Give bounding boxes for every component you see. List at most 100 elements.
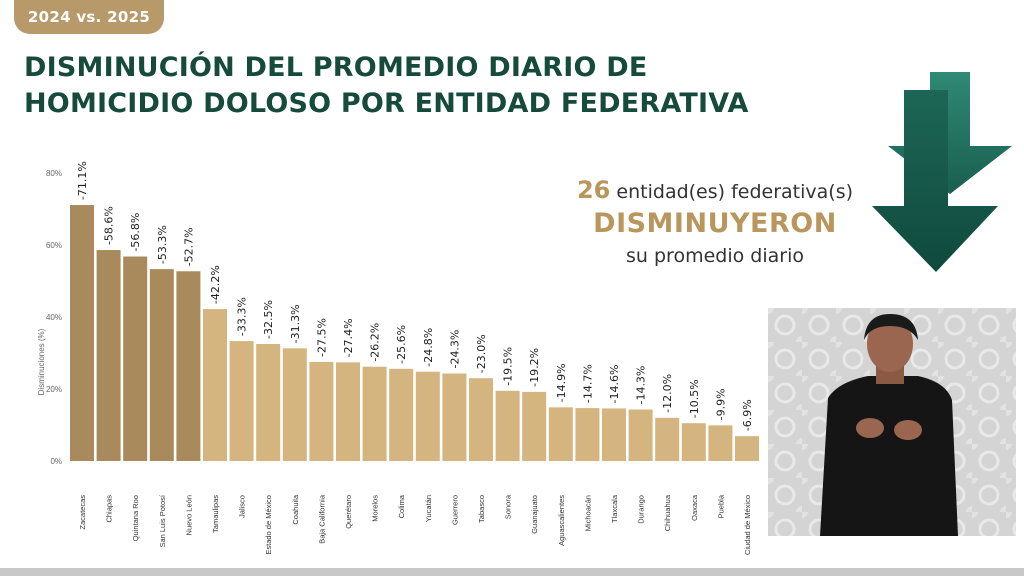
category-label: Tlaxcala [610,494,619,523]
value-labels: -71.1% -58.6% -56.8% -53.3% -52.7% -42.2% -33.… [76,161,754,431]
bar [282,348,307,461]
sign-language-interpreter-video [768,308,1016,536]
value-label: -14.3% [635,366,648,405]
category-label: Colima [397,494,406,518]
category-label: Baja California [317,494,326,544]
bar [256,344,281,461]
bar [495,390,520,461]
bar [548,407,573,461]
title-line-2: HOMICIDIO DOLOSO POR ENTIDAD FEDERATIVA [24,88,749,119]
summary-line-1: 26 entidad(es) federativa(s) [540,176,890,204]
bar [522,391,547,461]
y-tick-label: 20% [46,385,62,394]
value-label: -23.0% [475,334,488,373]
value-label: -27.4% [342,318,355,357]
bar [229,341,254,461]
value-label: -6.9% [741,399,754,431]
category-label: Durango [637,495,646,524]
value-label: -10.5% [688,379,701,418]
category-label: Guerrero [450,495,459,525]
category-label: Chiapas [105,495,114,523]
value-label: -26.2% [369,323,382,362]
bar [602,408,626,461]
value-label: -12.0% [661,374,674,413]
value-label: -19.5% [502,347,515,386]
category-label: Chihuahua [663,494,672,531]
bar [655,417,680,461]
value-label: -9.9% [714,388,727,420]
summary-count: 26 [576,176,611,204]
category-label: Tamaulipas [211,495,220,533]
category-label: Estado de México [264,495,273,555]
bar [735,436,759,461]
category-label: Yucatán [424,495,433,522]
category-label: Puebla [716,494,725,518]
summary-decreased-text: DISMINUYERON [593,208,837,239]
bar [442,373,467,461]
category-label: Ciudad de México [743,495,752,555]
down-arrows-icon [872,72,1012,272]
category-label: Jalisco [238,495,247,518]
value-label: -52.7% [182,227,195,266]
category-label: Zacatecas [78,495,87,530]
category-label: Sonora [504,494,513,519]
y-tick-label: 80% [46,169,62,178]
bottom-bar [0,568,1024,576]
title-line-1: DISMINUCIÓN DEL PROMEDIO DIARIO DE [24,52,648,83]
y-tick-label: 60% [46,241,62,250]
category-label: Aguascalientes [557,495,566,546]
bar [336,362,360,461]
y-axis-ticks: 0% 20% 40% 60% 80% [46,169,62,466]
value-label: -71.1% [76,161,89,200]
y-axis-label: Disminuciones (%) [37,328,46,395]
category-label: Coahuila [291,494,300,524]
summary-panel: 26 entidad(es) federativa(s) DISMINUYERO… [540,176,890,267]
y-tick-label: 0% [50,457,62,466]
bar [362,366,387,461]
value-label: -58.6% [103,206,116,245]
value-label: -33.3% [236,297,249,336]
bar [176,271,201,461]
value-label: -31.3% [289,304,302,343]
interpreter-image [768,308,1016,536]
y-tick-label: 40% [46,313,62,322]
category-label: Quintana Roo [131,495,140,541]
bar [415,371,440,461]
category-label: Tabasco [477,495,486,523]
bar-chart: Disminuciones (%) 0%20%40%60%80% -71.1%-… [37,161,759,555]
bar [70,205,94,461]
value-label: -14.6% [608,365,621,404]
bar [575,408,600,461]
value-label: -27.5% [315,318,328,357]
bar [469,378,493,461]
value-label: -24.8% [422,328,435,367]
category-label: Nuevo León [184,495,193,535]
value-label: -42.2% [209,265,222,304]
category-label: Michoacán [583,495,592,531]
bar [628,409,653,461]
bar [123,256,148,461]
value-label: -19.2% [528,348,541,387]
arrow-front [872,90,998,272]
summary-entities-text: entidad(es) federativa(s) [616,181,854,203]
value-label: -56.8% [129,213,142,252]
bar [708,425,733,461]
category-label: Querétaro [344,495,353,529]
category-label: Oaxaca [690,494,699,521]
value-label: -24.3% [448,330,461,369]
value-label: -25.6% [395,325,408,364]
summary-daily-average-text: su promedio diario [626,245,804,267]
bar [681,423,706,461]
bar [149,269,174,461]
page-title: DISMINUCIÓN DEL PROMEDIO DIARIO DE HOMIC… [24,50,749,122]
bars [70,205,759,461]
bar [203,309,227,461]
value-label: -14.7% [581,364,594,403]
value-label: -53.3% [156,225,169,264]
category-label: San Luis Potosí [158,494,167,547]
value-label: -32.5% [262,300,275,339]
bar [309,362,334,461]
category-labels: Zacatecas Chiapas Quintana Roo San Luis Pot… [78,494,752,555]
value-label: -14.9% [555,363,568,402]
bar [96,250,121,461]
